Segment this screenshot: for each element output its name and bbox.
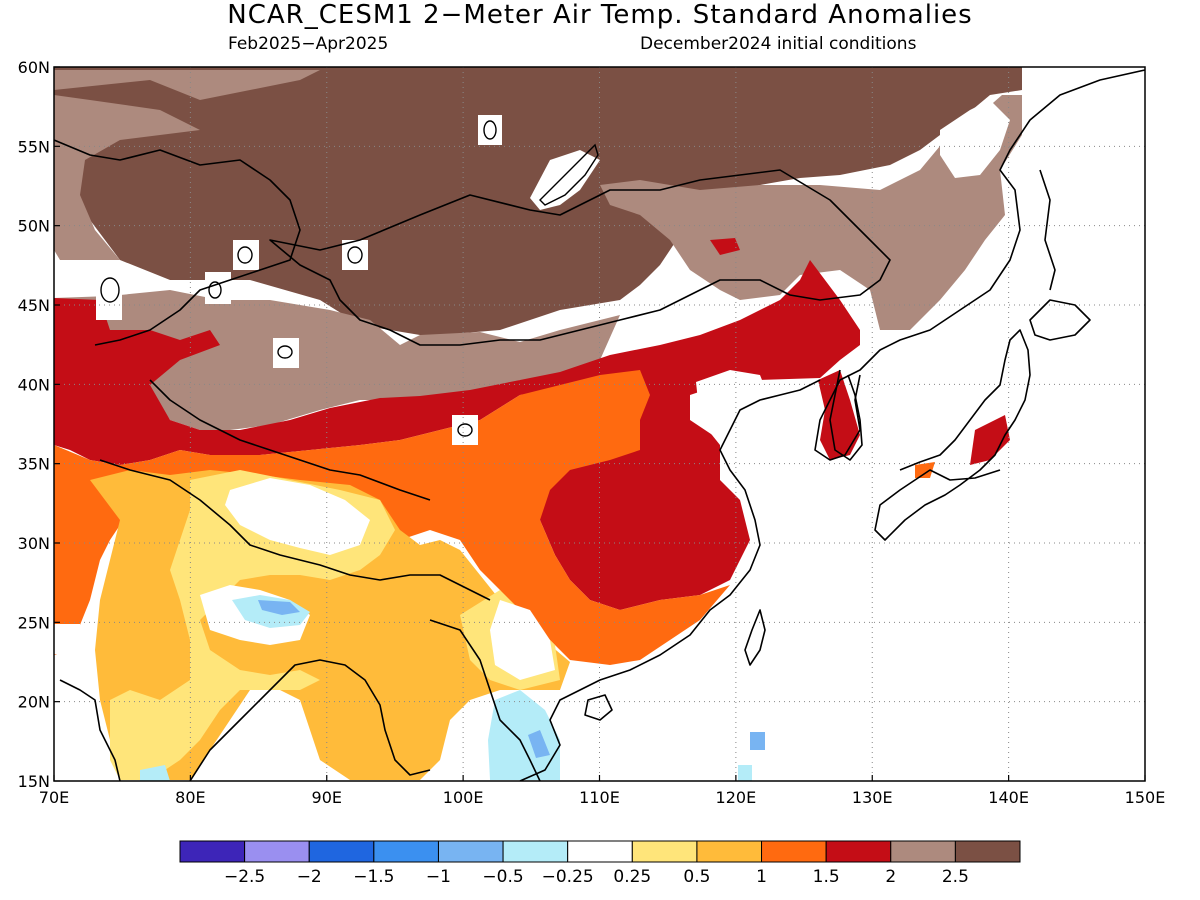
anomaly-region-2-to-2p5 [54, 70, 320, 100]
colorbar-label: −2.5 [224, 867, 265, 887]
colorbar-label: 1.5 [813, 867, 840, 887]
anomaly-region-near-zero [490, 600, 555, 680]
anomaly-region-1-to-1p5 [54, 370, 730, 665]
lakes [100, 120, 599, 437]
india-coastline [59, 679, 121, 781]
kazakh-border [54, 139, 301, 346]
anomaly-region-neg-0p25 [488, 690, 560, 780]
colorbar-label: −0.25 [542, 867, 594, 887]
colorbar-label: 0.25 [613, 867, 651, 887]
anomaly-region-1p5-to-2 [710, 238, 740, 255]
x-tick-label: 150E [1125, 788, 1166, 807]
colorbar-swatch [244, 840, 310, 863]
y-tick-label: 40N [18, 375, 50, 394]
colorbar-swatch [437, 840, 504, 863]
colorbar-label: −2 [297, 867, 322, 887]
x-tick-label: 130E [852, 788, 893, 807]
sakhalin-coastline [1039, 169, 1056, 291]
anomaly-shading [54, 67, 1022, 781]
anomaly-region-2-to-2p5 [54, 290, 620, 430]
colorbar-swatch [502, 840, 569, 863]
hokkaido-coastline [1029, 299, 1091, 341]
colorbar-label: 2 [885, 867, 896, 887]
colorbar [179, 840, 1021, 863]
y-tick-label: 45N [18, 296, 50, 315]
axis-ticks [53, 66, 1146, 782]
x-tick-label: 100E [443, 788, 484, 807]
colorbar-swatch [761, 840, 827, 863]
anomaly-region-1p5-to-2 [54, 260, 860, 610]
bay-of-bengal-coast [189, 659, 431, 781]
y-tick-label: 50N [18, 217, 50, 236]
taiwan-coastline [744, 609, 766, 666]
y-tick-label: 35N [18, 455, 50, 474]
colorbar-swatch [696, 840, 763, 863]
anomaly-region-2-to-2p5 [600, 95, 1022, 330]
colorbar-swatch [825, 840, 892, 863]
anomaly-region-neg-0p5 [258, 600, 300, 615]
initial-conditions: December2024 initial conditions [640, 34, 917, 54]
y-tick-label: 60N [18, 58, 50, 77]
x-tick-label: 90E [312, 788, 342, 807]
anomaly-region-neg-0p25 [738, 765, 752, 781]
hainan-coastline [584, 694, 613, 721]
x-tick-label: 70E [39, 788, 69, 807]
colorbar-swatch [631, 840, 698, 863]
anomaly-region-neg-0p5 [750, 732, 765, 750]
x-tick-label: 110E [579, 788, 620, 807]
colorbar-swatch [890, 840, 956, 863]
anomaly-region-2-to-2p5 [54, 95, 200, 260]
anomaly-region-1-to-1p5 [915, 462, 935, 478]
china-coastline [519, 379, 821, 781]
colorbar-swatch [373, 840, 439, 863]
y-tick-label: 55N [18, 137, 50, 156]
himalaya-border [99, 459, 491, 601]
colorbar-labels: −2.5 −2 −1.5 −1 −0.5 −0.25 0.25 0.5 1 1.5 2 2.5 [224, 867, 969, 887]
y-tick-label: 25N [18, 613, 50, 632]
colorbar-label: −0.5 [482, 867, 523, 887]
x-tick-label: 120E [716, 788, 757, 807]
anomaly-region-1p5-to-2 [970, 415, 1010, 465]
axis-labels: 70E 80E 90E 100E 110E 120E 130E 140E 150E 15N 20N 2… [18, 58, 1166, 807]
colorbar-label: 1 [756, 867, 767, 887]
colorbar-label: −1 [426, 867, 451, 887]
colorbar-label: 0.5 [683, 867, 710, 887]
anomaly-region-near-zero [225, 478, 370, 555]
forecast-period: Feb2025−Apr2025 [228, 34, 389, 54]
coastlines [54, 69, 1145, 781]
y-tick-label: 15N [18, 772, 50, 791]
x-tick-label: 80E [175, 788, 205, 807]
anomaly-region-neg-0p25 [140, 765, 170, 781]
y-tick-label: 30N [18, 534, 50, 553]
x-tick-label: 140E [988, 788, 1029, 807]
anomaly-region-neg-0p5 [528, 730, 550, 758]
japan-coastline [874, 329, 1031, 541]
masked-cells [54, 100, 1010, 654]
colorbar-label: 2.5 [942, 867, 969, 887]
colorbar-swatch [179, 840, 246, 863]
indochina-border [429, 619, 541, 781]
map-title: NCAR_CESM1 2−Meter Air Temp. Standard An… [227, 0, 973, 30]
colorbar-swatch [954, 840, 1021, 863]
y-tick-label: 20N [18, 693, 50, 712]
map-plot-area [54, 67, 1145, 781]
mainland-east-coast [814, 69, 1145, 461]
mongolia-border [269, 169, 891, 346]
colorbar-swatch [567, 840, 633, 863]
anomaly-region-1p5-to-2 [818, 370, 860, 460]
china-interior-border [149, 379, 431, 501]
colorbar-label: −1.5 [353, 867, 394, 887]
colorbar-swatch [308, 840, 375, 863]
korea-coastline [829, 369, 863, 461]
